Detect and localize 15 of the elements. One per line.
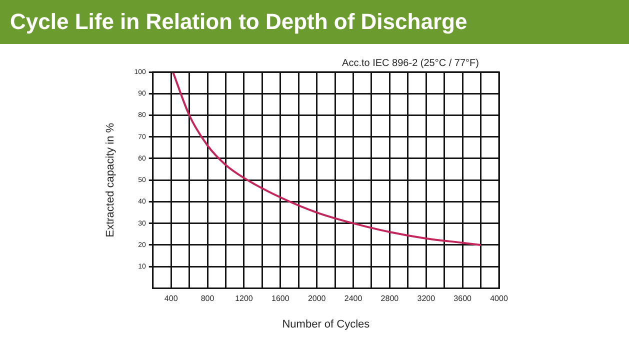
x-tick-label: 1200 — [235, 294, 254, 304]
y-axis-title: Extracted capacity in % — [104, 122, 117, 238]
x-tick-label: 2000 — [308, 294, 326, 304]
x-tick-label: 4000 — [490, 294, 508, 304]
x-tick-label: 400 — [164, 294, 178, 304]
x-tick-label: 3200 — [417, 294, 436, 304]
chart-title: Cycle Life in Relation to Depth of Discharge — [0, 0, 629, 44]
x-tick-label: 2800 — [380, 294, 400, 304]
x-axis-title: Number of Cycles — [282, 318, 370, 330]
x-tick-label: 3600 — [454, 294, 472, 304]
line-series — [172, 72, 482, 246]
x-tick-label: 2400 — [344, 294, 363, 304]
text: Acc.to IEC 896-2 (25°C / 77°F) — [342, 58, 479, 69]
x-tick-label: 1600 — [272, 294, 290, 304]
x-tick-label: 800 — [200, 294, 215, 304]
